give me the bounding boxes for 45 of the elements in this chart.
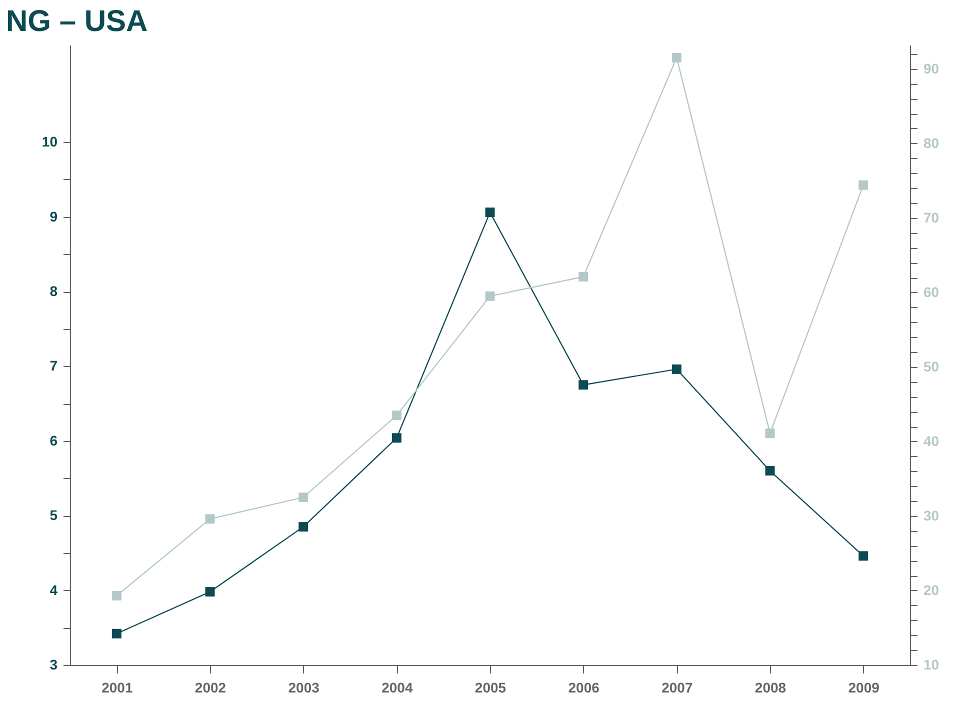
point	[578, 380, 588, 390]
point	[858, 551, 868, 561]
y-tick-label: 5	[50, 507, 58, 524]
point	[858, 180, 868, 190]
x-tick-label: 2005	[474, 680, 506, 696]
y2-tick-label: 70	[924, 209, 940, 226]
x-tick-label: 2003	[288, 680, 320, 696]
point	[112, 628, 122, 638]
y2-tick-label: 50	[924, 358, 940, 374]
point	[765, 466, 775, 476]
y-tick-label: 4	[50, 582, 58, 598]
point	[485, 208, 495, 218]
chart-title: NG – USA	[6, 5, 148, 38]
y-tick-label: 7	[50, 358, 58, 374]
x-tick-label: 2006	[568, 680, 600, 696]
point	[485, 291, 495, 301]
y-tick-label: 10	[42, 134, 58, 150]
y-tick-label: 3	[50, 656, 58, 672]
y-tick-label: 6	[50, 432, 58, 448]
y-tick-label: 9	[50, 208, 58, 224]
y2-tick-label: 90	[924, 60, 940, 76]
point	[392, 410, 402, 420]
point	[298, 522, 308, 532]
y-tick-label: 8	[50, 283, 58, 300]
x-tick-label: 2009	[848, 680, 880, 696]
point	[392, 433, 402, 443]
x-tick-label: 2001	[102, 680, 133, 696]
x-tick-label: 2008	[754, 680, 786, 696]
point	[205, 587, 215, 597]
point	[298, 492, 308, 502]
point	[672, 52, 682, 62]
point	[578, 272, 588, 282]
x-tick-label: 2007	[662, 680, 693, 696]
point	[672, 364, 682, 374]
y2-tick-label: 80	[924, 134, 940, 151]
point	[205, 514, 215, 524]
y2-tick-label: 20	[924, 582, 940, 598]
y2-tick-label: 10	[924, 656, 940, 672]
x-tick-label: 2004	[382, 680, 413, 696]
point	[112, 590, 122, 600]
y2-tick-label: 30	[924, 507, 940, 524]
y2-tick-label: 40	[924, 432, 940, 449]
point	[765, 428, 775, 438]
x-tick-label: 2002	[194, 680, 226, 696]
y2-tick-label: 60	[924, 284, 940, 300]
